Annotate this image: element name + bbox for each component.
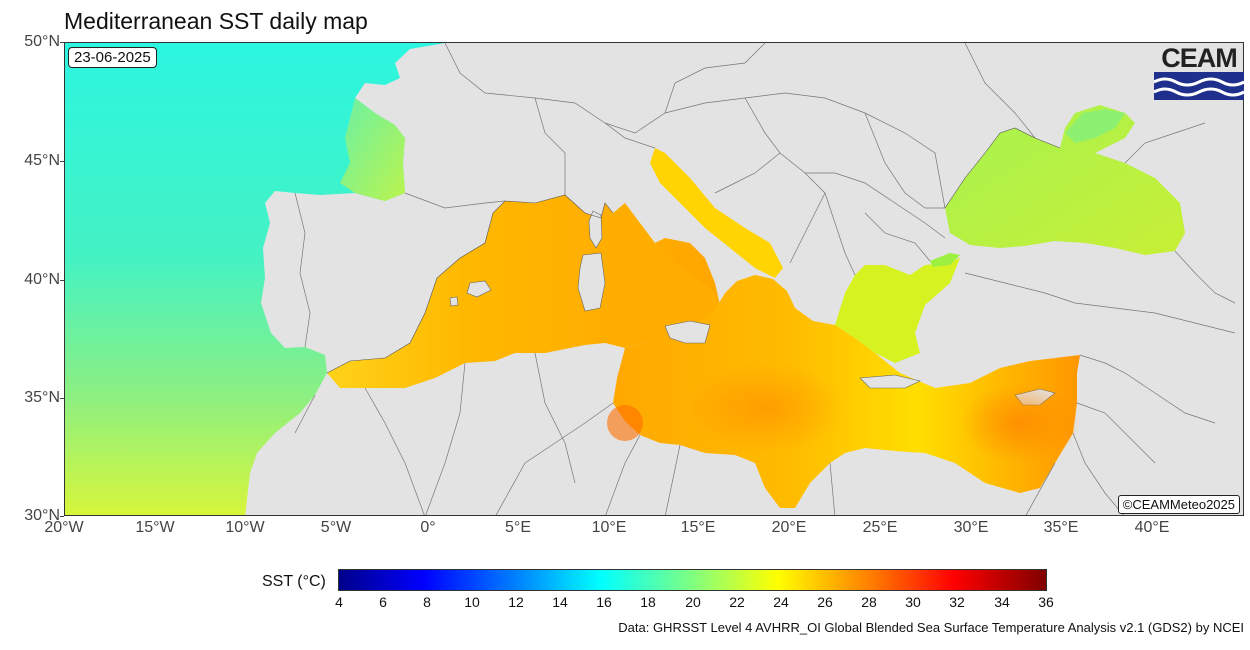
colorbar-tick: 28 [861,594,877,610]
coastlines [326,127,1061,374]
lon-label-5e: 5°E [505,519,531,536]
lat-tick [60,161,64,162]
colorbar-tick: 26 [817,594,833,610]
ionian-hotspot [685,363,845,453]
colorbar-tick: 10 [464,594,480,610]
colorbar-tick: 6 [379,594,387,610]
western-mediterranean [327,195,720,388]
lat-label-50n: 50°N [24,33,60,50]
tunisia-hotspot [607,405,643,441]
colorbar-tick: 18 [640,594,656,610]
colorbar-tick: 14 [552,594,568,610]
colorbar-tick: 4 [335,594,343,610]
lat-label-40n: 40°N [24,271,60,288]
lat-tick [60,398,64,399]
lon-label-0: 0° [420,519,436,536]
sea-of-marmara [930,253,960,267]
lon-label-10e: 10°E [591,519,627,536]
lon-label-5w: 5°W [320,519,352,536]
colorbar-tick: 34 [994,594,1010,610]
data-source-note: Data: GHRSST Level 4 AVHRR_OI Global Ble… [618,620,1244,635]
ceam-logo: CEAM [1154,44,1244,100]
colorbar-tick: 30 [905,594,921,610]
lon-label-10w: 10°W [225,519,265,536]
lon-label-20e: 20°E [771,519,807,536]
logo-text: CEAM [1161,43,1238,73]
bay-of-biscay [340,98,405,201]
lon-label-20w: 20°W [44,519,84,536]
colorbar-tick: 16 [596,594,612,610]
colorbar-tick: 20 [685,594,701,610]
map-title: Mediterranean SST daily map [64,8,368,34]
sst-map-canvas [65,43,1243,515]
colorbar-tick: 36 [1038,594,1054,610]
country-borders [294,43,1236,515]
colorbar-tick: 12 [508,594,524,610]
sst-map [64,42,1244,516]
sardinia-island [577,252,606,312]
lon-label-25e: 25°E [862,519,898,536]
colorbar-tick: 32 [949,594,965,610]
lat-label-45n: 45°N [24,152,60,169]
lat-tick [60,280,64,281]
levantine-hotspot [960,383,1080,463]
lon-label-40e: 40°E [1134,519,1170,536]
corsica-island [588,210,603,249]
aegean-sea [835,258,960,363]
colorbar-label: SST (°C) [262,573,326,590]
sea-of-azov [1065,109,1125,143]
lon-label-15e: 15°E [680,519,716,536]
eastern-mediterranean [613,275,1080,508]
copyright-label: ©CEAMMeteo2025 [1117,495,1240,514]
lat-tick [60,516,64,517]
sicily-island [664,320,711,344]
lat-label-35n: 35°N [24,389,60,406]
date-label: 23-06-2025 [68,47,157,68]
lon-label-30e: 30°E [953,519,989,536]
ceam-waves-logo-icon [1154,72,1244,100]
colorbar-tick: 22 [729,594,745,610]
adriatic-sea [650,148,783,278]
colorbar-tick: 24 [773,594,789,610]
lon-label-35e: 35°E [1043,519,1079,536]
crete-island [859,374,921,389]
lat-label-30n: 30°N [24,507,60,524]
balearic-islands [449,280,492,307]
black-sea [945,105,1185,255]
lon-label-15w: 15°W [135,519,175,536]
sst-colorbar [338,569,1047,591]
colorbar-tick: 8 [423,594,431,610]
tyrrhenian-sea [613,203,720,335]
lat-tick [60,42,64,43]
